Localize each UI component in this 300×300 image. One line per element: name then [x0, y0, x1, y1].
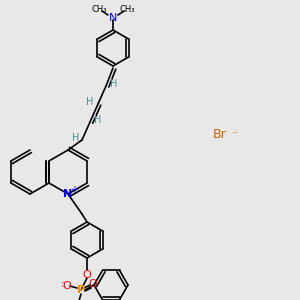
Text: P: P [77, 285, 85, 295]
Text: +: + [70, 185, 78, 195]
Text: O: O [82, 270, 91, 280]
Text: O: O [63, 281, 71, 291]
Text: H: H [72, 133, 80, 143]
Text: :: : [61, 279, 65, 289]
Text: CH₃: CH₃ [91, 5, 107, 14]
Text: O: O [88, 279, 98, 289]
Text: H: H [94, 115, 102, 125]
Text: H: H [86, 97, 94, 107]
Text: N: N [63, 189, 73, 199]
Text: H: H [110, 79, 118, 89]
Text: CH₃: CH₃ [119, 5, 135, 14]
Text: ⁻: ⁻ [231, 130, 237, 140]
Text: Br: Br [213, 128, 227, 142]
Text: N: N [109, 13, 117, 23]
